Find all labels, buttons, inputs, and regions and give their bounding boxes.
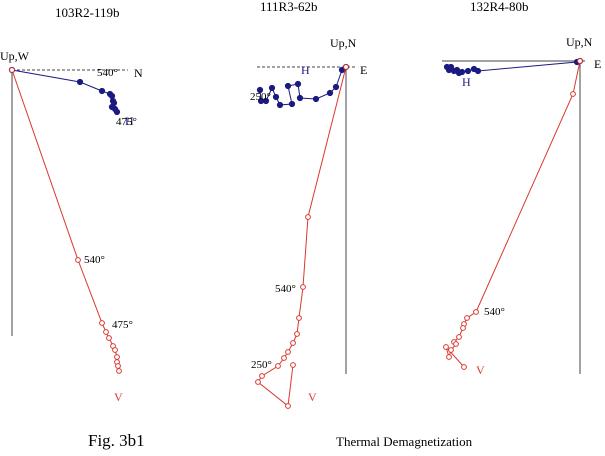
- temperature-annotation: 250°: [250, 91, 271, 103]
- data-point-h: [98, 87, 106, 95]
- data-point-v: [290, 340, 296, 346]
- data-point-v: [443, 344, 449, 350]
- data-point-h: [338, 66, 346, 74]
- panel-103r2: Up,W N H V 540° 475° 540° 475°: [0, 49, 143, 404]
- origin-label: Up,N: [566, 35, 593, 49]
- series-label-h: H: [125, 114, 134, 128]
- data-point-v: [446, 354, 452, 360]
- data-point-v: [570, 91, 576, 97]
- data-point-v: [9, 67, 15, 73]
- temperature-annotation: 475°: [112, 319, 133, 331]
- data-point-v: [290, 362, 296, 368]
- data-point-h: [312, 95, 320, 103]
- data-point-v: [305, 214, 311, 220]
- data-point-v: [464, 315, 470, 321]
- data-point-v: [285, 403, 291, 409]
- data-point-h: [113, 108, 121, 116]
- data-point-v: [103, 329, 109, 335]
- axis-end-label: N: [134, 66, 143, 80]
- panel-title-103r2: 103R2-119b: [55, 5, 120, 20]
- series-label-v: V: [476, 363, 485, 377]
- series-label-h: H: [462, 75, 471, 89]
- data-point-v: [460, 325, 466, 331]
- figure-caption: Thermal Demagnetization: [336, 434, 473, 449]
- data-point-v: [461, 364, 467, 370]
- temperature-annotation: 250°: [251, 359, 272, 371]
- data-point-v: [112, 347, 118, 353]
- data-point-v: [75, 257, 81, 263]
- data-point-v: [115, 363, 121, 369]
- data-point-v: [99, 320, 105, 326]
- series-line-v: [11, 69, 120, 372]
- data-point-h: [272, 93, 280, 101]
- data-point-v: [577, 58, 583, 64]
- temperature-annotation: 540°: [84, 254, 105, 266]
- panel-title-132r4: 132R4-80b: [470, 0, 529, 14]
- data-point-h: [470, 65, 478, 73]
- series-line-v: [445, 60, 581, 368]
- origin-label: Up,W: [0, 49, 30, 63]
- data-point-h: [296, 94, 304, 102]
- panel-111r3: Up,NE H V 250° 540° 250°: [250, 36, 367, 409]
- data-point-v: [106, 335, 112, 341]
- temperature-annotation: 475°: [116, 116, 137, 128]
- data-point-h: [443, 63, 451, 71]
- figure-label: Fig. 3b1: [88, 431, 145, 450]
- data-point-h: [276, 101, 284, 109]
- data-point-v: [343, 64, 349, 70]
- series-label-v: V: [114, 390, 123, 404]
- series-line-v: [257, 66, 347, 407]
- series-label-h: H: [301, 63, 310, 77]
- data-point-v: [114, 354, 120, 360]
- data-point-v: [281, 355, 287, 361]
- data-point-v: [116, 368, 122, 374]
- data-point-v: [300, 284, 306, 290]
- data-point-h: [257, 97, 265, 105]
- data-point-v: [296, 315, 302, 321]
- data-point-v: [473, 309, 479, 315]
- temperature-annotation: 540°: [484, 306, 505, 318]
- data-point-h: [288, 100, 296, 108]
- data-point-h: [326, 89, 334, 97]
- data-point-h: [268, 84, 276, 92]
- panel-132r4: Up,NE H V 540°: [442, 35, 601, 377]
- data-point-v: [453, 341, 459, 347]
- axis-end-label: E: [594, 57, 601, 71]
- data-point-h: [108, 92, 116, 100]
- axis-end-label: E: [360, 63, 367, 77]
- data-point-h: [284, 82, 292, 90]
- data-point-h: [464, 67, 472, 75]
- data-point-v: [255, 379, 261, 385]
- data-point-h: [76, 78, 84, 86]
- temperature-annotation: 540°: [97, 67, 118, 79]
- panel-title-111r3: 111R3-62b: [260, 0, 318, 14]
- data-point-v: [275, 363, 281, 369]
- series-label-v: V: [308, 390, 317, 404]
- data-point-v: [294, 331, 300, 337]
- data-point-h: [256, 86, 264, 94]
- data-point-v: [456, 334, 462, 340]
- data-point-h: [332, 83, 340, 91]
- origin-label: Up,N: [330, 36, 357, 50]
- data-point-v: [259, 373, 265, 379]
- data-point-v: [448, 347, 454, 353]
- temperature-annotation: 540°: [275, 283, 296, 295]
- data-point-h: [294, 80, 302, 88]
- data-point-v: [285, 349, 291, 355]
